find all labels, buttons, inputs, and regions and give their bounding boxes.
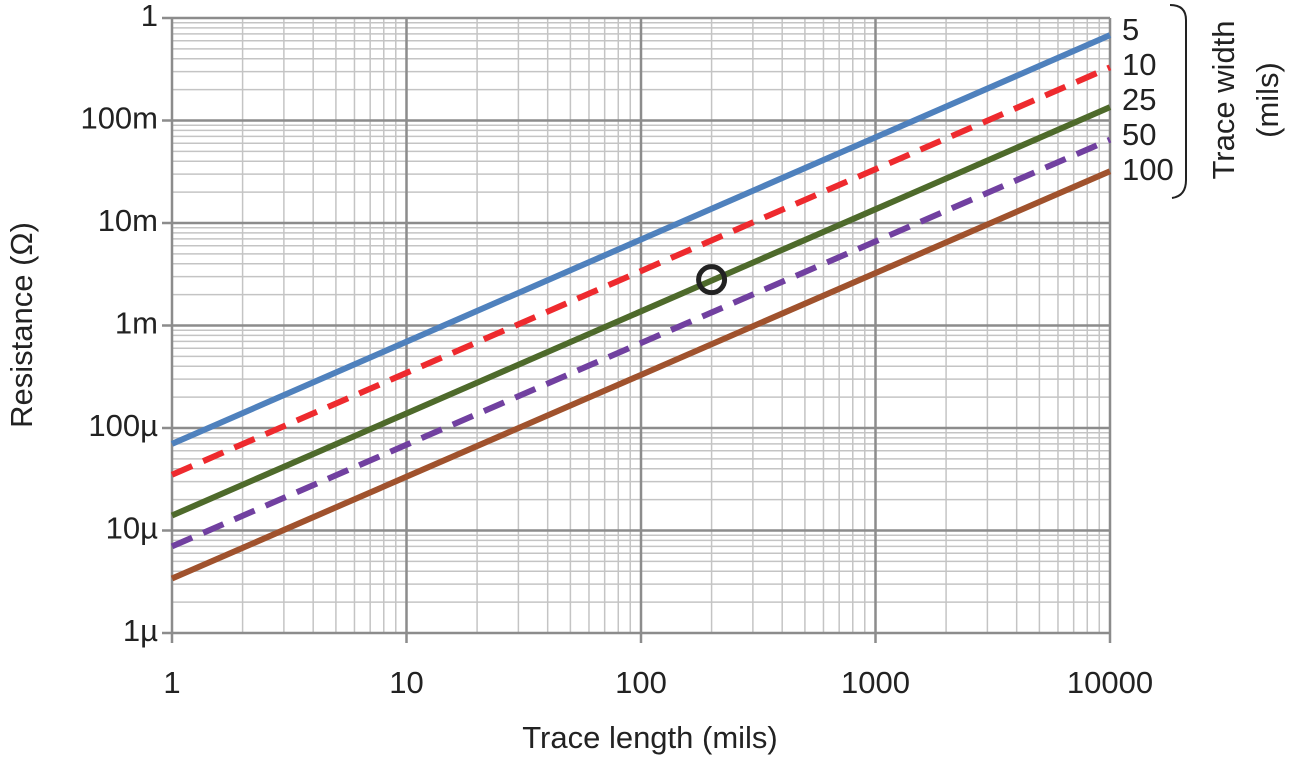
y-axis-label: Resistance (Ω) xyxy=(4,222,39,428)
legend-label: 50 xyxy=(1122,117,1156,152)
legend-title: Trace width xyxy=(1206,20,1241,179)
x-tick-label: 10000 xyxy=(1067,665,1153,700)
legend-label: 100 xyxy=(1122,152,1174,187)
legend-label: 25 xyxy=(1122,82,1156,117)
series-line xyxy=(170,32,1112,447)
x-tick-label: 1 xyxy=(163,665,180,700)
x-tick-label: 100 xyxy=(615,665,667,700)
series-line xyxy=(170,104,1112,519)
legend-label: 10 xyxy=(1122,47,1156,82)
series-line xyxy=(170,136,1112,550)
y-tick-label: 100m xyxy=(80,101,158,136)
x-tick-label: 1000 xyxy=(841,665,910,700)
y-tick-label: 10m xyxy=(98,203,158,238)
legend-bracket xyxy=(1169,4,1187,199)
legend-label: 5 xyxy=(1122,12,1139,47)
y-tick-label: 100µ xyxy=(88,408,158,443)
y-tick-label: 1m xyxy=(115,306,158,341)
legend-title: (mils) xyxy=(1250,62,1285,138)
y-tick-label: 1µ xyxy=(123,613,158,648)
highlight-marker xyxy=(696,264,728,296)
series-line xyxy=(170,168,1112,582)
x-axis-label: Trace length (mils) xyxy=(522,720,778,755)
series-line xyxy=(170,64,1112,478)
y-tick-label: 10µ xyxy=(106,511,158,546)
x-tick-label: 10 xyxy=(389,665,423,700)
y-tick-label: 1 xyxy=(141,0,158,33)
